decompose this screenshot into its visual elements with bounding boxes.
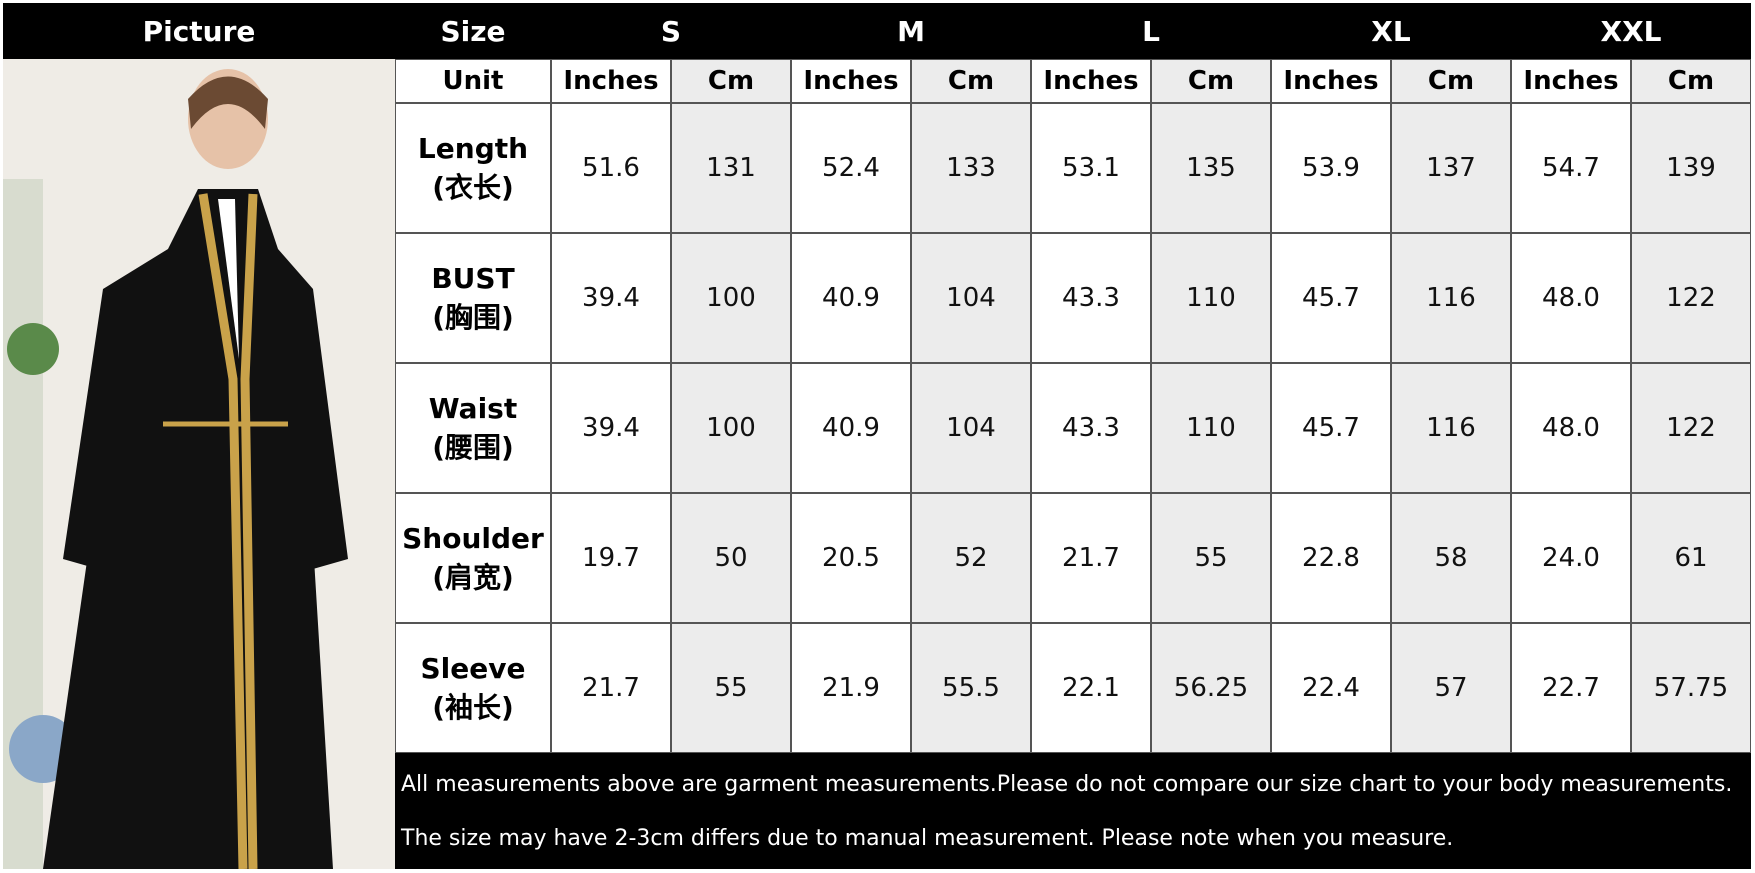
unit-name: Inches <box>1031 59 1151 103</box>
size-table: Picture Size Unit All measurements above… <box>3 3 1751 869</box>
measurement: 104 <box>911 363 1031 493</box>
measurement: 54.7 <box>1511 103 1631 233</box>
measurement: 55.5 <box>911 623 1031 753</box>
measurement: 58 <box>1391 493 1511 623</box>
dress-illustration <box>3 59 395 869</box>
note: All measurements above are garment measu… <box>401 771 1733 797</box>
measurement: 39.4 <box>551 363 671 493</box>
row-label: Shoulder (肩宽) <box>395 493 551 623</box>
measurement: 22.4 <box>1271 623 1391 753</box>
size-name: L <box>1031 3 1271 59</box>
measurement: 104 <box>911 233 1031 363</box>
unit-name: Cm <box>1631 59 1751 103</box>
unit-name: Inches <box>1511 59 1631 103</box>
measurement: 21.7 <box>551 623 671 753</box>
measurement: 100 <box>671 363 791 493</box>
measurement: 135 <box>1151 103 1271 233</box>
notes: All measurements above are garment measu… <box>395 753 1751 869</box>
measurement: 43.3 <box>1031 363 1151 493</box>
unit-label: Unit <box>395 59 551 103</box>
unit-name: Inches <box>1271 59 1391 103</box>
measure-name: BUST <box>431 261 515 295</box>
row-label: Length (衣长) <box>395 103 551 233</box>
measurement: 21.7 <box>1031 493 1151 623</box>
measure-name-cn: (肩宽) <box>432 561 514 594</box>
measurement: 20.5 <box>791 493 911 623</box>
measure-name: Sleeve <box>420 651 526 685</box>
picture-header: Picture <box>3 3 395 59</box>
measurement: 45.7 <box>1271 233 1391 363</box>
measurement: 131 <box>671 103 791 233</box>
measure-name: Shoulder <box>402 521 544 555</box>
unit-name: Cm <box>671 59 791 103</box>
measurement: 122 <box>1631 233 1751 363</box>
size-name: S <box>551 3 791 59</box>
measurement: 39.4 <box>551 233 671 363</box>
measure-name-cn: (衣长) <box>432 171 514 204</box>
measurement: 110 <box>1151 233 1271 363</box>
measure-name-cn: (袖长) <box>432 691 514 724</box>
measurement: 45.7 <box>1271 363 1391 493</box>
size-name: XXL <box>1511 3 1751 59</box>
measurement: 52 <box>911 493 1031 623</box>
measurement: 139 <box>1631 103 1751 233</box>
measurement: 100 <box>671 233 791 363</box>
measurement: 53.1 <box>1031 103 1151 233</box>
measurement: 22.8 <box>1271 493 1391 623</box>
measurement: 52.4 <box>791 103 911 233</box>
measurement: 110 <box>1151 363 1271 493</box>
measurement: 22.1 <box>1031 623 1151 753</box>
unit-name: Inches <box>791 59 911 103</box>
measurement: 53.9 <box>1271 103 1391 233</box>
measurement: 24.0 <box>1511 493 1631 623</box>
measurement: 133 <box>911 103 1031 233</box>
measurement: 137 <box>1391 103 1511 233</box>
note: The size may have 2-3cm differs due to m… <box>401 825 1454 851</box>
measure-name-cn: (腰围) <box>432 431 514 464</box>
measure-name: Waist <box>428 391 518 425</box>
measurement: 55 <box>1151 493 1271 623</box>
measurement: 55 <box>671 623 791 753</box>
measurement: 48.0 <box>1511 233 1631 363</box>
measurement: 19.7 <box>551 493 671 623</box>
size-name: M <box>791 3 1031 59</box>
measurement: 51.6 <box>551 103 671 233</box>
measurement: 57 <box>1391 623 1511 753</box>
product-picture <box>3 59 395 869</box>
measurement: 22.7 <box>1511 623 1631 753</box>
row-label: Waist (腰围) <box>395 363 551 493</box>
measurement: 57.75 <box>1631 623 1751 753</box>
unit-name: Cm <box>911 59 1031 103</box>
unit-name: Cm <box>1151 59 1271 103</box>
row-label: BUST (胸围) <box>395 233 551 363</box>
measurement: 116 <box>1391 363 1511 493</box>
measurement: 122 <box>1631 363 1751 493</box>
measurement: 43.3 <box>1031 233 1151 363</box>
measure-name: Length <box>417 131 529 165</box>
measurement: 40.9 <box>791 363 911 493</box>
row-label: Sleeve (袖长) <box>395 623 551 753</box>
measurement: 40.9 <box>791 233 911 363</box>
unit-name: Cm <box>1391 59 1511 103</box>
measurement: 116 <box>1391 233 1511 363</box>
unit-name: Inches <box>551 59 671 103</box>
measurement: 50 <box>671 493 791 623</box>
size-header: Size <box>395 3 551 59</box>
measurement: 48.0 <box>1511 363 1631 493</box>
measurement: 21.9 <box>791 623 911 753</box>
measurement: 61 <box>1631 493 1751 623</box>
measure-name-cn: (胸围) <box>432 301 514 334</box>
measurement: 56.25 <box>1151 623 1271 753</box>
size-name: XL <box>1271 3 1511 59</box>
